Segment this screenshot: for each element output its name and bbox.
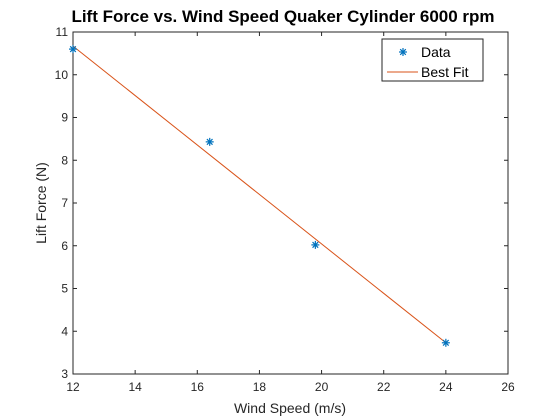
x-tick-label: 22	[377, 380, 391, 394]
legend-data-label: Data	[421, 44, 451, 60]
y-tick-label: 3	[61, 367, 68, 381]
x-tick-label: 16	[191, 380, 205, 394]
y-tick-label: 8	[61, 153, 68, 167]
series-layer	[69, 45, 450, 347]
legend-data-marker	[399, 48, 407, 56]
y-tick-label: 7	[61, 196, 68, 210]
legend-box	[381, 38, 484, 82]
data-point	[69, 45, 77, 54]
y-tick-label: 9	[61, 111, 68, 125]
legend: Data Best Fit	[381, 38, 484, 82]
best-fit-line	[72, 45, 447, 344]
data-point	[311, 240, 320, 249]
data-point	[205, 137, 214, 146]
x-axis: 12 14 16 18 20 22 24 26	[66, 32, 515, 394]
chart-title: Lift Force vs. Wind Speed Quaker Cylinde…	[71, 7, 494, 26]
x-tick-label: 24	[439, 380, 453, 394]
x-axis-label: Wind Speed (m/s)	[234, 400, 346, 416]
y-tick-label: 10	[55, 68, 69, 82]
y-axis-label: Lift Force (N)	[33, 162, 49, 244]
plot-area	[72, 31, 509, 375]
legend-asterisk-icon	[399, 48, 407, 56]
y-tick-label: 6	[61, 239, 68, 253]
x-tick-label: 18	[253, 380, 267, 394]
x-tick-label: 12	[66, 380, 80, 394]
x-tick-label: 20	[315, 380, 329, 394]
y-tick-label: 4	[61, 324, 68, 338]
y-tick-label: 5	[61, 282, 68, 296]
y-axis: 3 4 5 6 7 8 9 10 11	[55, 25, 508, 381]
x-tick-label: 26	[501, 380, 515, 394]
data-point	[441, 338, 450, 347]
y-tick-label: 11	[56, 25, 69, 39]
x-tick-label: 14	[128, 380, 142, 394]
legend-best-fit-label: Best Fit	[421, 64, 469, 80]
